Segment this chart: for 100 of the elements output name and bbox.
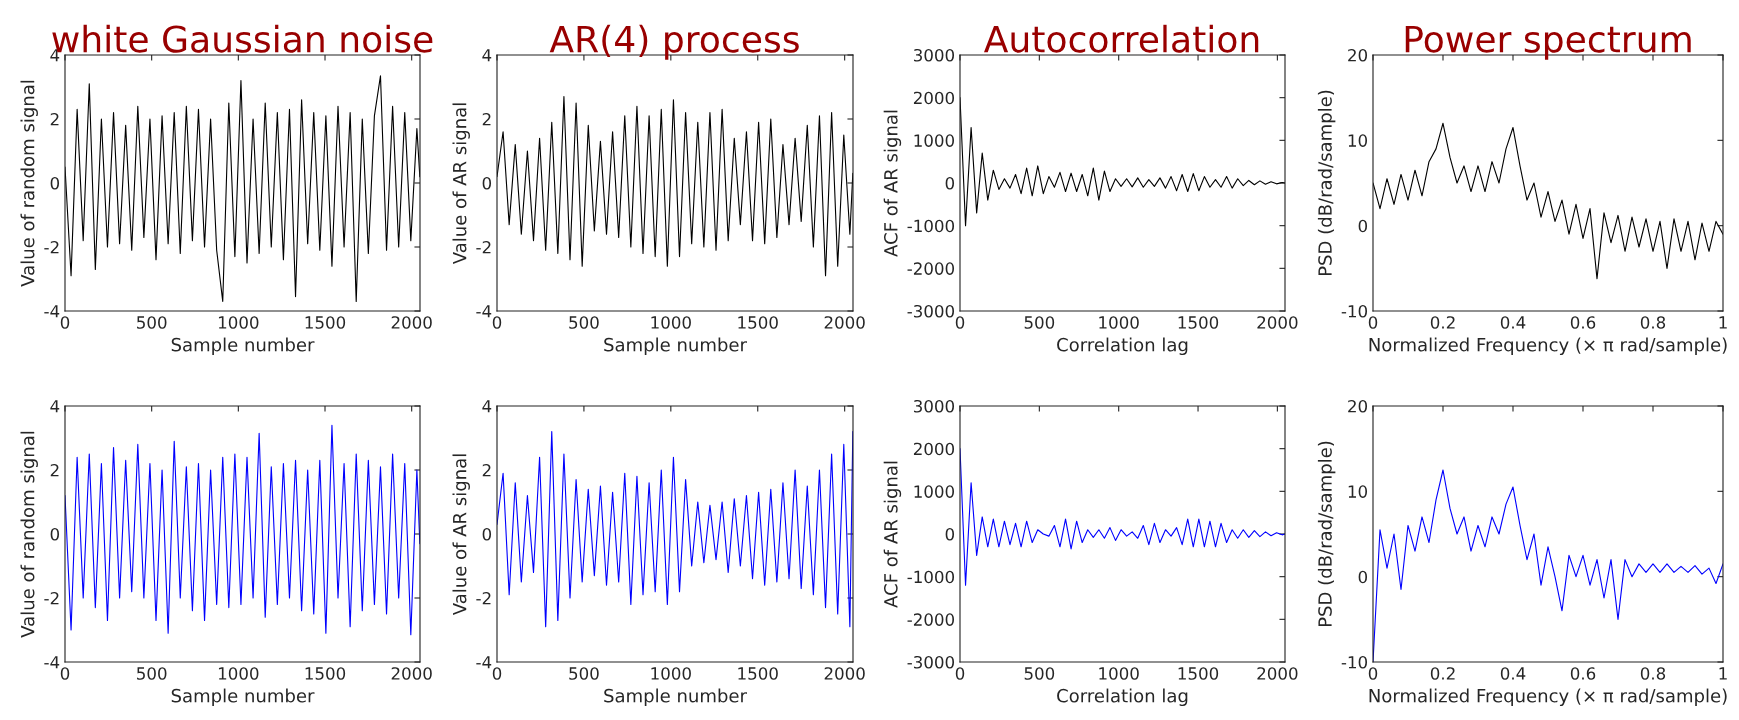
x-tick-label: 1000 [651, 667, 691, 680]
x-tick-label: 1500 [1178, 667, 1219, 680]
y-axis-title: ACF of AR signal [883, 461, 902, 608]
x-tick-label: 2000 [391, 316, 432, 329]
y-tick-label: -4 [476, 656, 492, 669]
y-tick-label: 4 [482, 400, 492, 413]
x-tick-label: 1500 [305, 316, 346, 329]
y-tick-label: 3000 [913, 48, 955, 62]
x-axis-title: Correlation lag [1057, 337, 1188, 356]
y-tick-label: -2 [476, 240, 491, 254]
y-tick-label: 0 [945, 527, 955, 541]
y-tick-label: 20 [1348, 399, 1368, 413]
x-axis-title: Sample number [171, 688, 315, 707]
x-tick-label: 0.6 [1570, 667, 1596, 680]
x-tick-label: 1000 [1099, 667, 1139, 680]
y-tick-label: 10 [1348, 134, 1368, 147]
x-tick-label: 1500 [738, 316, 778, 329]
y-tick-label: -3000 [907, 304, 955, 318]
y-tick-label: -1000 [907, 570, 955, 584]
x-tick-label: 0.2 [1430, 316, 1455, 329]
y-tick-label: -4 [44, 305, 60, 318]
y-tick-label: 4 [50, 400, 60, 413]
x-tick-label: 2000 [824, 316, 865, 329]
x-tick-label: 1 [1719, 667, 1727, 680]
x-axis-title: Sample number [604, 337, 747, 356]
y-axis-title: Value of AR signal [452, 454, 470, 616]
x-tick-label: 1500 [1178, 316, 1219, 329]
x-tick-label: 2000 [391, 667, 432, 680]
y-tick-label: -3000 [907, 655, 955, 669]
y-axis-title: Value of random signal [20, 80, 38, 287]
y-tick-label: 2 [50, 463, 59, 477]
x-tick-label: 0.8 [1640, 316, 1666, 329]
x-tick-label: 2000 [1257, 667, 1298, 680]
y-tick-label: -2 [44, 591, 59, 605]
chart-title: Power spectrum [1405, 25, 1691, 60]
x-tick-label: 0.6 [1570, 316, 1596, 329]
y-axis-title: PSD (dB/rad/sample) [1317, 90, 1336, 276]
x-tick-label: 500 [569, 667, 599, 680]
x-tick-label: 500 [137, 316, 167, 329]
x-tick-label: 0 [955, 316, 965, 329]
x-tick-label: 0.4 [1500, 316, 1526, 329]
y-tick-label: 2 [482, 112, 491, 126]
y-tick-label: 1000 [914, 134, 955, 147]
x-tick-label: 1 [1719, 316, 1727, 329]
x-tick-label: 0 [492, 667, 502, 680]
x-tick-label: 0 [1368, 667, 1378, 680]
y-axis-title: Value of AR signal [452, 103, 470, 265]
y-tick-label: -2000 [907, 262, 955, 275]
x-tick-label: 1000 [651, 316, 691, 329]
line-series [497, 96, 853, 277]
x-tick-label: 1000 [1099, 316, 1139, 329]
x-tick-label: 0.8 [1640, 667, 1666, 680]
x-tick-label: 0 [955, 667, 965, 680]
y-axis-title: PSD (dB/rad/sample) [1317, 441, 1336, 627]
y-tick-label: 0 [50, 176, 60, 190]
y-tick-label: -2000 [907, 613, 955, 626]
y-tick-label: 2000 [913, 442, 955, 456]
y-axis-title: ACF of AR signal [883, 110, 902, 257]
line-series [65, 424, 420, 636]
y-tick-label: 20 [1348, 48, 1368, 62]
y-tick-label: -1000 [907, 219, 955, 233]
x-tick-label: 0 [1368, 316, 1378, 329]
y-tick-label: 0 [50, 527, 60, 541]
x-tick-label: 0.2 [1430, 667, 1455, 680]
y-tick-label: 2 [50, 112, 59, 126]
x-tick-label: 1000 [218, 667, 259, 680]
x-tick-label: 0 [60, 667, 70, 680]
x-axis-title: Correlation lag [1057, 688, 1188, 707]
x-tick-label: 500 [137, 667, 167, 680]
y-tick-label: -4 [476, 305, 492, 318]
x-axis-title: Normalized Frequency (× π rad/sample) [1369, 688, 1727, 707]
x-tick-label: 500 [1024, 667, 1055, 680]
y-tick-label: 0 [1358, 219, 1368, 233]
y-tick-label: 2 [482, 463, 491, 477]
chart-title: Autocorrelation [983, 24, 1259, 53]
x-tick-label: 0 [60, 316, 70, 329]
x-tick-label: 500 [1024, 316, 1055, 329]
line-series [497, 431, 853, 628]
y-tick-label: -2 [476, 591, 491, 605]
y-tick-label: 1000 [914, 485, 955, 498]
y-tick-label: -4 [44, 656, 60, 669]
x-tick-label: 1500 [738, 667, 778, 680]
y-tick-label: 0 [482, 176, 492, 190]
line-series [65, 75, 420, 302]
x-axis-title: Sample number [171, 337, 315, 356]
x-tick-label: 500 [569, 316, 599, 329]
x-tick-label: 1500 [305, 667, 346, 680]
y-tick-label: 0 [1358, 570, 1368, 584]
y-tick-label: 2000 [913, 91, 955, 105]
line-series [1373, 122, 1723, 280]
x-axis-title: Sample number [604, 688, 747, 707]
y-tick-label: -2 [44, 240, 59, 254]
x-tick-label: 2000 [1257, 316, 1298, 329]
y-axis-title: Value of random signal [20, 431, 38, 638]
x-axis-title: Normalized Frequency (× π rad/sample) [1369, 337, 1727, 356]
y-tick-label: 10 [1348, 485, 1368, 498]
x-tick-label: 1000 [218, 316, 259, 329]
x-tick-label: 0.4 [1500, 667, 1526, 680]
y-tick-label: -10 [1341, 655, 1368, 669]
y-tick-label: 0 [482, 527, 492, 541]
